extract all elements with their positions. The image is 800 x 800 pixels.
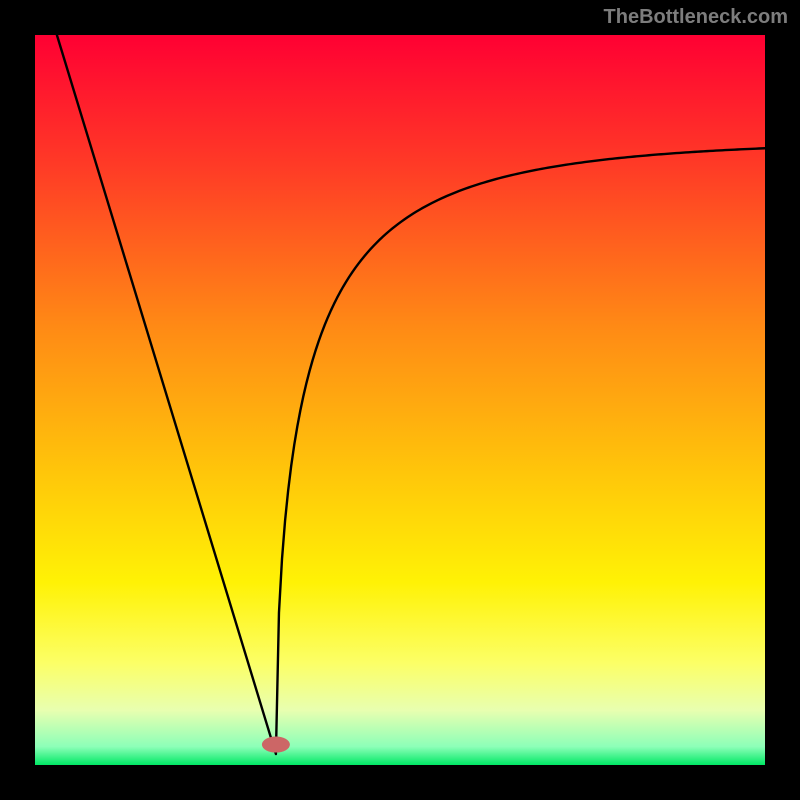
plot-gradient-background <box>35 35 765 765</box>
watermark-label: TheBottleneck.com <box>604 6 788 29</box>
bottleneck-chart: TheBottleneck.com <box>0 0 800 800</box>
chart-svg <box>0 0 800 800</box>
optimal-point-marker <box>262 737 290 753</box>
